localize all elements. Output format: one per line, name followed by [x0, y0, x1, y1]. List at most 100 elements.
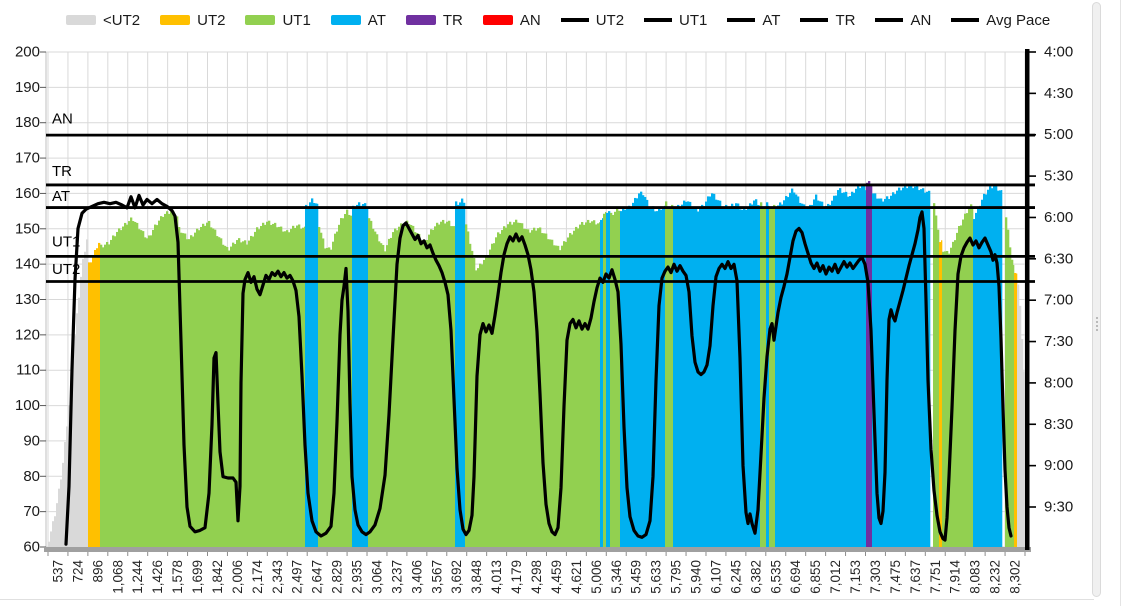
zone-bar: [535, 230, 538, 547]
zone-bar: [948, 253, 951, 547]
zone-bar: [280, 226, 283, 547]
zone-bar: [904, 185, 907, 547]
legend-item[interactable]: AT: [727, 12, 780, 29]
zone-bar: [993, 185, 996, 548]
zone-bar: [80, 276, 83, 547]
x-axis-label: 1,699: [190, 560, 205, 594]
left-axis-label: 60: [23, 539, 40, 556]
zone-bar: [317, 203, 319, 547]
legend-label: TR: [442, 11, 463, 29]
left-axis-label: 110: [16, 362, 40, 379]
zone-bar: [62, 462, 65, 547]
zone-bar: [404, 223, 407, 547]
left-axis-label: 170: [15, 150, 40, 167]
right-axis-label: 8:00: [1044, 374, 1073, 391]
legend-item[interactable]: AN: [482, 12, 541, 29]
legend-item[interactable]: UT2: [160, 12, 225, 29]
zone-bar: [543, 233, 546, 547]
legend-item[interactable]: Avg Pace: [951, 12, 1050, 29]
zone-bar: [374, 231, 377, 547]
zone-bar: [100, 244, 103, 548]
x-axis-label: 2,935: [350, 560, 365, 594]
zone-bar: [727, 208, 730, 547]
x-axis-label: 1,068: [110, 560, 125, 594]
left-axis-label: 100: [15, 397, 40, 414]
left-axis-label: 130: [15, 291, 40, 308]
zone-bar: [551, 239, 554, 547]
zone-bar: [773, 204, 776, 547]
zone-bar: [94, 250, 97, 547]
zone-bar: [745, 209, 748, 548]
zone-bar: [96, 248, 99, 547]
zone-bar: [815, 194, 818, 547]
legend-line-swatch-icon: [560, 18, 589, 22]
zone-bar: [320, 232, 323, 547]
x-axis-label: 5,795: [669, 560, 684, 594]
zone-bar: [811, 204, 814, 547]
zone-bar: [56, 503, 59, 547]
right-axis-label: 9:30: [1044, 499, 1073, 516]
zone-bar: [188, 239, 191, 548]
right-axis-label: 7:30: [1044, 333, 1073, 350]
legend-item[interactable]: AT: [330, 12, 386, 29]
zone-bar: [527, 229, 530, 548]
zone-bar: [845, 191, 848, 548]
zone-bar: [1023, 371, 1026, 547]
zone-bar: [322, 238, 325, 547]
zone-bar: [220, 238, 223, 548]
zone-bar: [935, 215, 938, 547]
zone-bar: [793, 192, 796, 548]
legend-item[interactable]: <UT2: [66, 12, 140, 29]
legend-item[interactable]: UT1: [644, 12, 707, 29]
zone-bar: [933, 203, 936, 547]
zone-bar: [248, 240, 251, 548]
legend-item[interactable]: UT2: [560, 12, 624, 29]
zone-bar: [226, 247, 229, 547]
zone-bar: [571, 234, 574, 547]
zone-bar: [286, 230, 289, 547]
x-axis-label: 2,006: [230, 560, 245, 594]
zone-bar: [771, 206, 774, 547]
zone-bar: [675, 206, 678, 547]
zone-bar: [262, 222, 265, 547]
x-axis-label: 5,459: [629, 560, 644, 594]
vertical-scrollbar[interactable]: [1092, 2, 1101, 597]
zone-bar: [60, 479, 63, 547]
zone-bar: [608, 211, 611, 547]
zone-bar: [48, 541, 51, 547]
zone-bar: [184, 233, 187, 548]
zone-bar: [861, 185, 864, 547]
zone-bar: [461, 198, 464, 547]
zone-bar: [424, 240, 427, 548]
zone-bar: [154, 224, 157, 547]
legend-item[interactable]: UT1: [245, 12, 311, 29]
zone-bar: [178, 227, 181, 547]
zone-bar: [713, 193, 716, 547]
zone-bar: [120, 230, 123, 547]
zone-bar: [134, 221, 137, 547]
legend-item[interactable]: AN: [875, 12, 931, 29]
x-axis-label: 7,637: [908, 560, 923, 594]
zone-bar: [906, 188, 909, 547]
legend-item[interactable]: TR: [405, 11, 463, 29]
zone-bar: [638, 193, 641, 547]
zone-bar: [455, 201, 458, 548]
zone-bar: [997, 190, 1000, 548]
zone-bar: [366, 208, 369, 547]
scrollbar-grip-icon[interactable]: [1095, 315, 1098, 333]
zone-bar: [74, 335, 77, 547]
zone-bar: [920, 189, 923, 548]
zone-bar: [979, 205, 982, 547]
zone-bar: [266, 221, 269, 547]
zone-bar: [914, 186, 917, 547]
zone-bar: [148, 235, 151, 548]
zone-bar: [342, 218, 345, 547]
zone-bar: [196, 228, 199, 547]
zone-bar: [747, 207, 750, 547]
zone-bar: [632, 202, 635, 547]
zone-bar: [630, 207, 633, 547]
zone-bar: [128, 221, 131, 548]
zone-bar: [749, 203, 752, 548]
legend-item[interactable]: TR: [800, 12, 855, 29]
